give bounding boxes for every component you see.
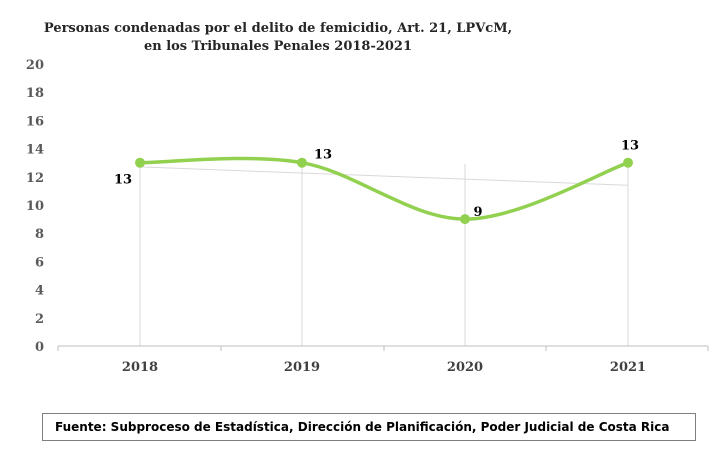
data-label: 13 <box>314 148 332 163</box>
source-note: Fuente: Subproceso de Estadística, Direc… <box>55 420 670 434</box>
source-box: Fuente: Subproceso de Estadística, Direc… <box>42 413 696 441</box>
data-label: 9 <box>473 205 482 220</box>
chart-title: Personas condenadas por el delito de fem… <box>43 21 513 54</box>
data-label: 13 <box>621 139 639 154</box>
y-tick-label: 2 <box>35 312 44 327</box>
y-tick-label: 6 <box>35 255 44 270</box>
y-tick-label: 10 <box>26 199 44 214</box>
y-tick-label: 16 <box>26 114 44 129</box>
x-tick-label: 2021 <box>610 360 646 375</box>
y-tick-label: 8 <box>35 227 44 242</box>
x-tick-label: 2019 <box>284 360 320 375</box>
y-tick-label: 4 <box>35 284 44 299</box>
y-tick-label: 0 <box>35 340 44 355</box>
x-tick-label: 2018 <box>122 360 158 375</box>
y-tick-label: 20 <box>26 58 44 73</box>
y-tick-label: 18 <box>26 86 44 101</box>
y-tick-label: 14 <box>26 143 44 158</box>
trendline <box>139 166 629 186</box>
data-label: 13 <box>114 173 132 188</box>
data-point-marker <box>297 157 307 168</box>
data-point-marker <box>460 214 470 225</box>
data-point-marker <box>623 157 633 168</box>
data-point-marker <box>135 157 145 168</box>
line-chart: 0 2 4 6 8 10 12 14 16 18 20 2018 2019 2020 2021 13 13 9 13 <box>26 58 709 375</box>
series-line <box>138 156 630 221</box>
y-tick-label: 12 <box>26 171 44 186</box>
x-tick-label: 2020 <box>447 360 483 375</box>
